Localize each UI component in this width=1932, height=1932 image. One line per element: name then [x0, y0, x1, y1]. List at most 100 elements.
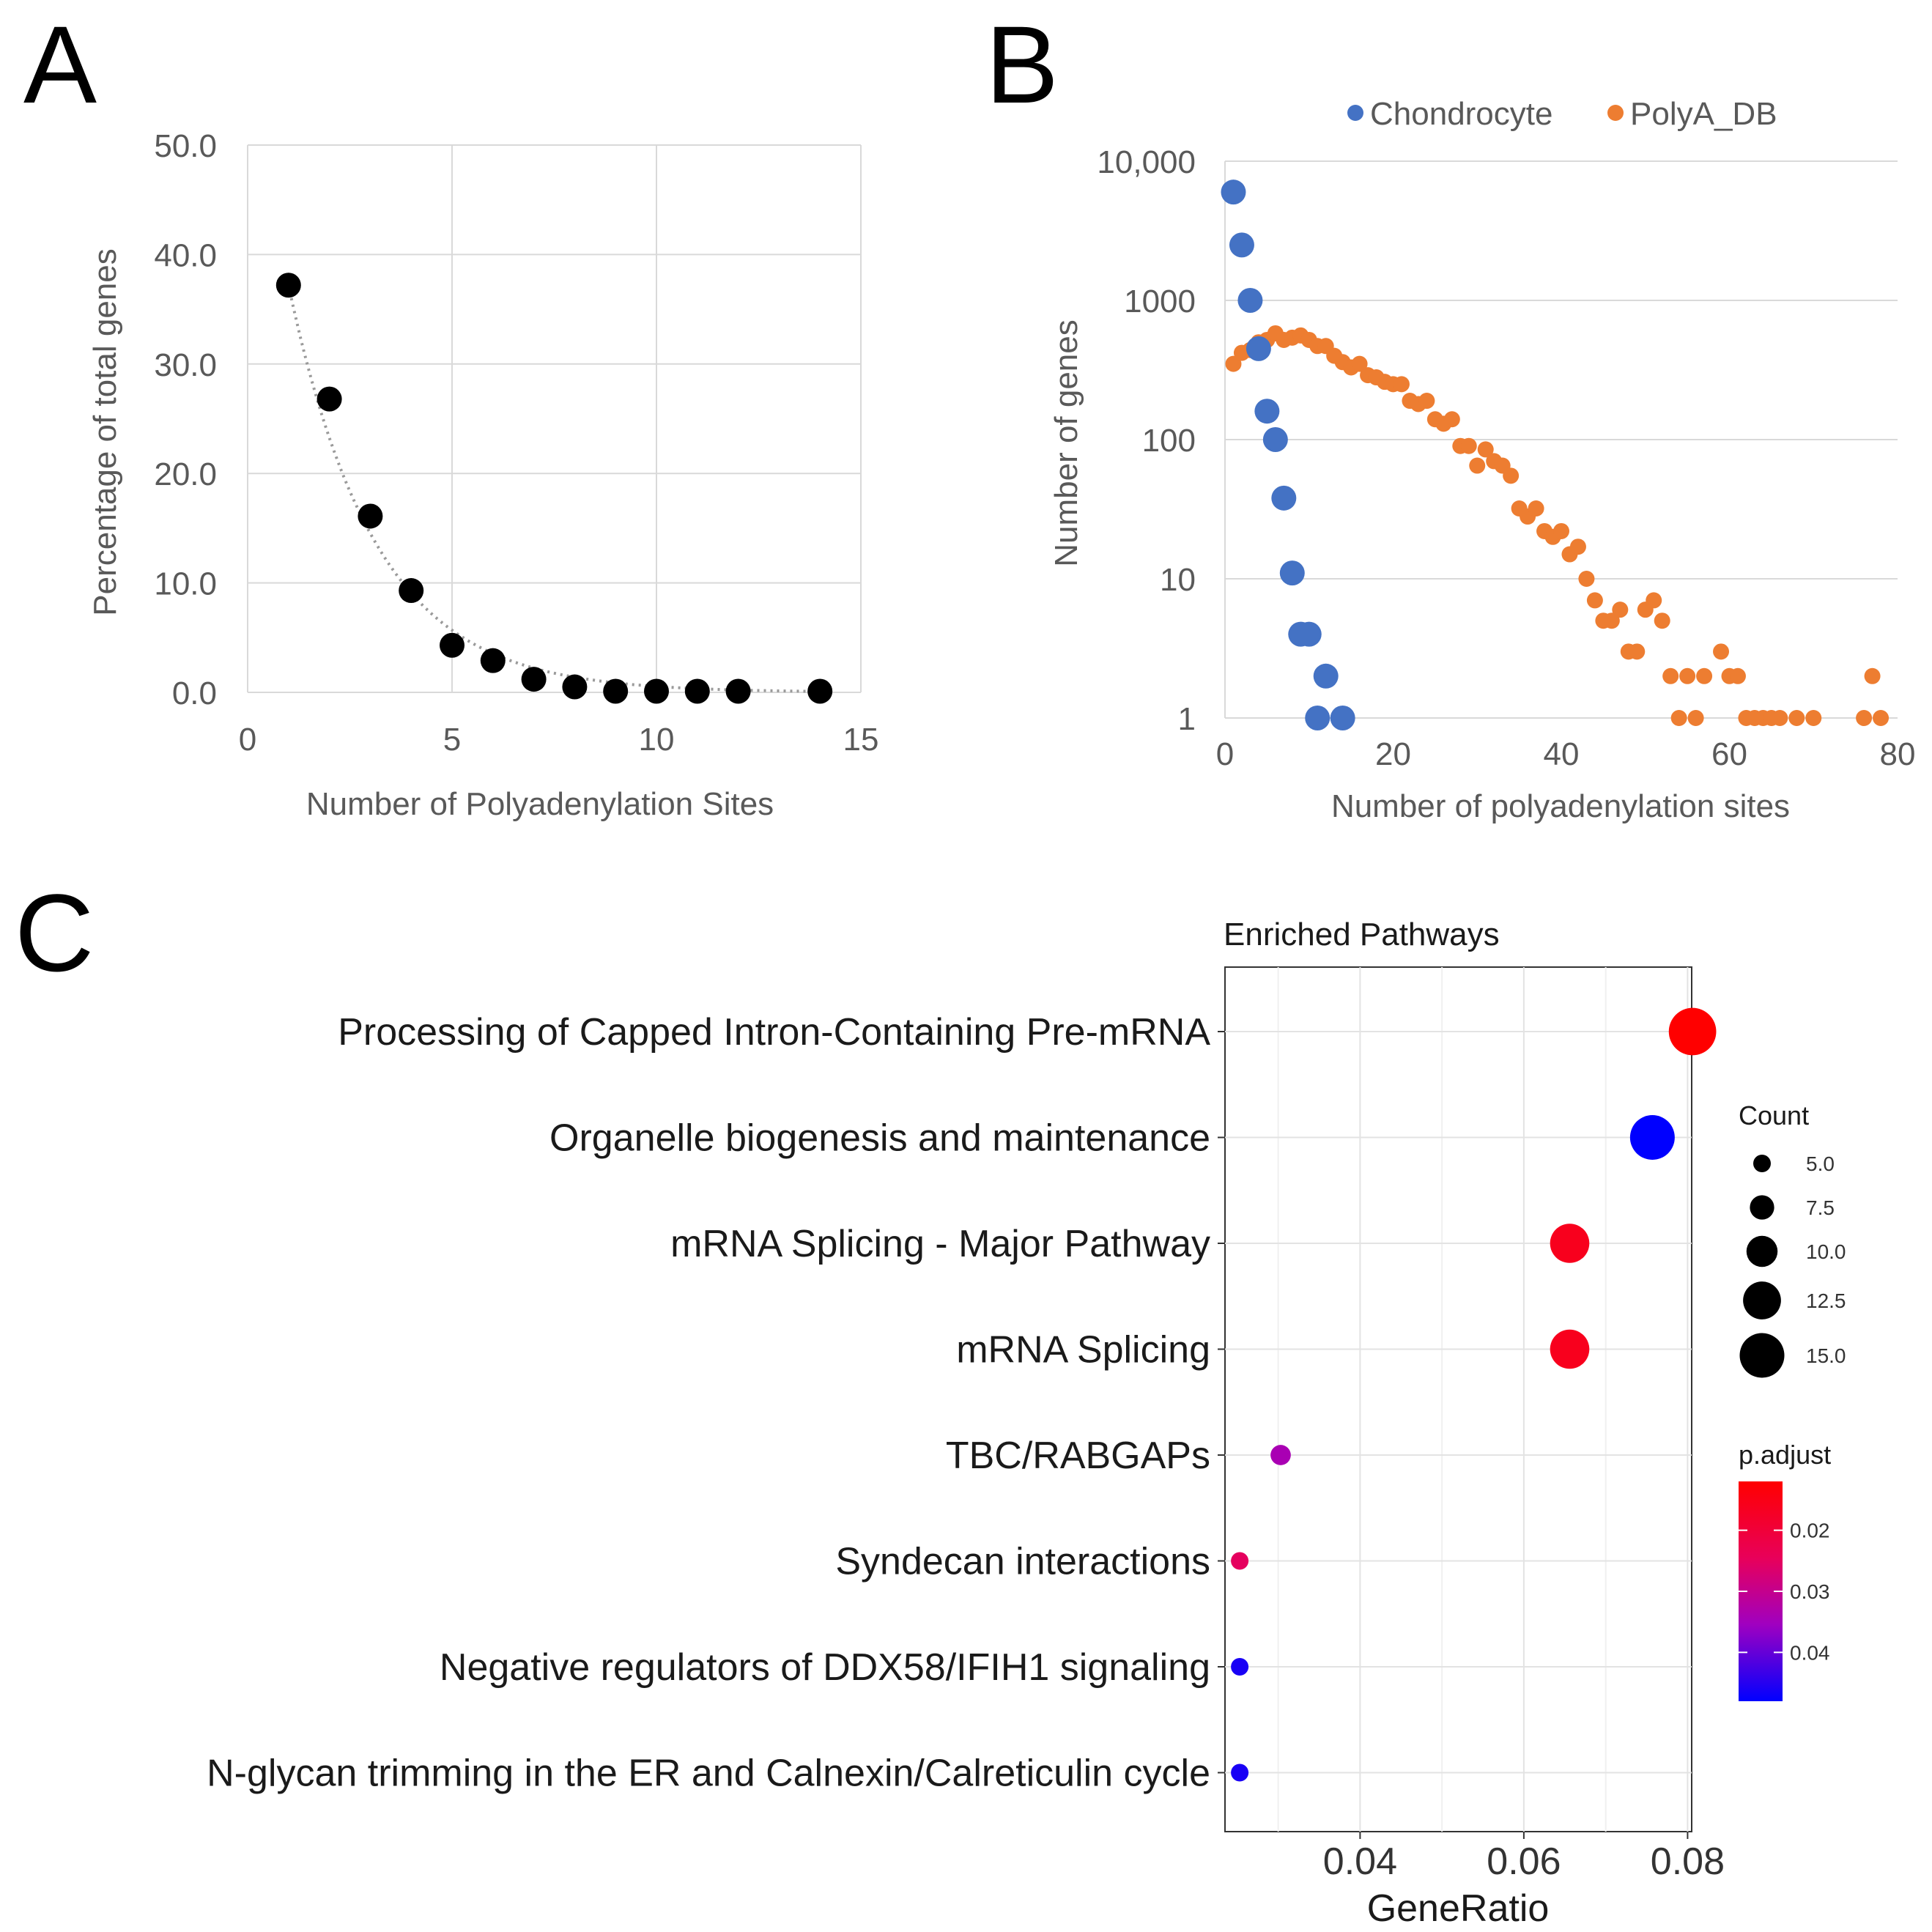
- c-color-legend-label: 0.04: [1790, 1641, 1830, 1664]
- b-polya-db-point: [1864, 667, 1881, 684]
- c-category-processing-of-capped-intron-containing-pre-mrna: Processing of Capped Intron-Containing P…: [338, 1011, 1210, 1054]
- b-y-ticks: 1 10 100 1000 10,000: [1097, 144, 1196, 737]
- b-polya-db-point: [1586, 592, 1603, 609]
- b-chondrocyte-point: [1330, 706, 1355, 730]
- b-x-tick-label: 80: [1880, 736, 1916, 772]
- c-size-legend: Count 5.0 7.5 10.0 12.5 15.0: [1739, 1100, 1846, 1378]
- b-polya-db-point: [1460, 437, 1477, 454]
- b-legend-label-chondrocyte: Chondrocyte: [1370, 96, 1552, 132]
- a-data-point: [562, 674, 588, 700]
- b-polya-db-point: [1713, 643, 1730, 660]
- c-x-tick-label: 0.04: [1323, 1840, 1397, 1883]
- b-polya-db-point: [1873, 710, 1890, 726]
- a-trendline: [286, 284, 821, 693]
- a-x-axis-label: Number of Polyadenylation Sites: [306, 786, 774, 822]
- a-data-point: [440, 632, 465, 658]
- c-category-n-glycan-trimming-in-the-er-and-calnexin-calreticulin-cycle: N-glycan trimming in the ER and Calnexin…: [207, 1753, 1210, 1795]
- b-polya-db-point: [1528, 500, 1544, 517]
- a-data-point: [603, 678, 629, 704]
- a-y-tick-label: 0.0: [172, 676, 217, 711]
- c-size-legend-label: 15.0: [1806, 1344, 1846, 1367]
- b-chondrocyte-point: [1313, 663, 1339, 689]
- c-category-tbc-rabgaps: TBC/RABGAPs: [946, 1435, 1210, 1477]
- a-x-tick-label: 10: [639, 722, 675, 758]
- a-data-point: [807, 678, 833, 704]
- b-y-tick-label: 10: [1160, 562, 1196, 598]
- panel-letter-b: B: [985, 3, 1059, 126]
- b-legend-swatch-chondrocyte: [1347, 105, 1363, 121]
- b-polya-db-point: [1679, 667, 1696, 684]
- c-title: Enriched Pathways: [1224, 917, 1500, 952]
- c-x-tick-label: 0.06: [1487, 1840, 1561, 1883]
- c-point-tbc-rabgaps: [1270, 1445, 1291, 1465]
- panel-letter-c: C: [15, 871, 94, 994]
- b-polya-db-point: [1351, 355, 1368, 372]
- b-polya-db-point: [1603, 612, 1620, 629]
- a-y-tick-label: 50.0: [154, 128, 217, 164]
- c-color-legend: p.adjust 0.02 0.03 0.04: [1739, 1440, 1831, 1701]
- a-y-axis-label: Percentage of total genes: [87, 248, 123, 615]
- c-category-negative-regulators-of-ddx58-ifih1-signaling: Negative regulators of DDX58/IFIH1 signa…: [440, 1646, 1210, 1689]
- a-data-point: [684, 678, 710, 704]
- b-polya-db-point: [1788, 710, 1805, 726]
- b-polya-db-point: [1805, 710, 1822, 726]
- c-x-tick-label: 0.08: [1651, 1840, 1725, 1883]
- b-chondrocyte-point: [1237, 288, 1263, 313]
- b-chondrocyte-point: [1229, 232, 1254, 258]
- panel-c-chart: Enriched Pathways Processing of Capped I…: [207, 917, 1846, 1930]
- b-legend-label-polya-db: PolyA_DB: [1630, 96, 1777, 132]
- c-point-negative-regulators-of-ddx58-ifih1-signaling: [1231, 1658, 1249, 1676]
- b-x-tick-label: 60: [1711, 736, 1747, 772]
- c-size-legend-dot: [1743, 1281, 1781, 1320]
- b-gridlines: [1224, 160, 1898, 719]
- b-polya-db-point: [1696, 667, 1713, 684]
- b-x-tick-label: 0: [1216, 736, 1234, 772]
- b-y-axis-label: Number of genes: [1048, 319, 1084, 567]
- c-point-syndecan-interactions: [1231, 1552, 1249, 1570]
- b-x-tick-label: 40: [1544, 736, 1580, 772]
- c-category-syndecan-interactions: Syndecan interactions: [835, 1541, 1210, 1583]
- a-y-tick-label: 30.0: [154, 347, 217, 383]
- c-size-legend-label: 10.0: [1806, 1240, 1846, 1263]
- a-data-point: [317, 386, 342, 412]
- a-y-tick-label: 40.0: [154, 237, 217, 273]
- b-polya-db-point: [1729, 667, 1746, 684]
- b-polya-db-point: [1578, 571, 1595, 587]
- a-data-point: [399, 578, 424, 604]
- b-polya-db-point: [1469, 457, 1486, 474]
- c-size-legend-dot: [1753, 1155, 1771, 1172]
- c-plot-frame: [1224, 966, 1692, 1832]
- b-series-chondrocyte: [1221, 179, 1355, 730]
- b-chondrocyte-point: [1271, 485, 1297, 511]
- c-point-n-glycan-trimming-in-the-er-and-calnexin-calreticulin-cycle: [1231, 1763, 1249, 1782]
- a-data-point: [275, 273, 301, 298]
- b-polya-db-point: [1503, 467, 1520, 484]
- a-data-point: [358, 503, 383, 529]
- c-category-mrna-splicing-major-pathway: mRNA Splicing - Major Pathway: [670, 1223, 1210, 1265]
- c-category-organelle-biogenesis-and-maintenance: Organelle biogenesis and maintenance: [549, 1117, 1210, 1160]
- b-polya-db-point: [1569, 538, 1586, 555]
- a-y-tick-label: 10.0: [154, 566, 217, 602]
- a-x-tick-label: 5: [443, 722, 461, 758]
- panel-letter-a: A: [23, 3, 97, 126]
- b-chondrocyte-point: [1279, 560, 1305, 586]
- c-gridlines: [1218, 967, 1692, 1839]
- c-color-legend-label: 0.02: [1790, 1520, 1830, 1542]
- b-x-ticks: 0 20 40 60 80: [1216, 736, 1916, 772]
- b-polya-db-point: [1225, 355, 1242, 372]
- c-size-legend-title: Count: [1739, 1100, 1809, 1130]
- b-chondrocyte-point: [1254, 399, 1280, 424]
- a-data-point: [480, 648, 506, 673]
- b-chondrocyte-point: [1246, 336, 1271, 361]
- c-size-legend-dot: [1750, 1195, 1774, 1220]
- b-polya-db-point: [1477, 441, 1494, 458]
- b-chondrocyte-point: [1262, 427, 1288, 452]
- c-size-legend-label: 5.0: [1806, 1152, 1835, 1175]
- b-polya-db-point: [1772, 710, 1788, 726]
- b-polya-db-point: [1418, 393, 1435, 410]
- a-x-tick-label: 0: [239, 722, 256, 758]
- b-polya-db-point: [1443, 411, 1460, 428]
- b-legend-swatch-polya-db: [1607, 105, 1624, 121]
- b-x-tick-label: 20: [1375, 736, 1411, 772]
